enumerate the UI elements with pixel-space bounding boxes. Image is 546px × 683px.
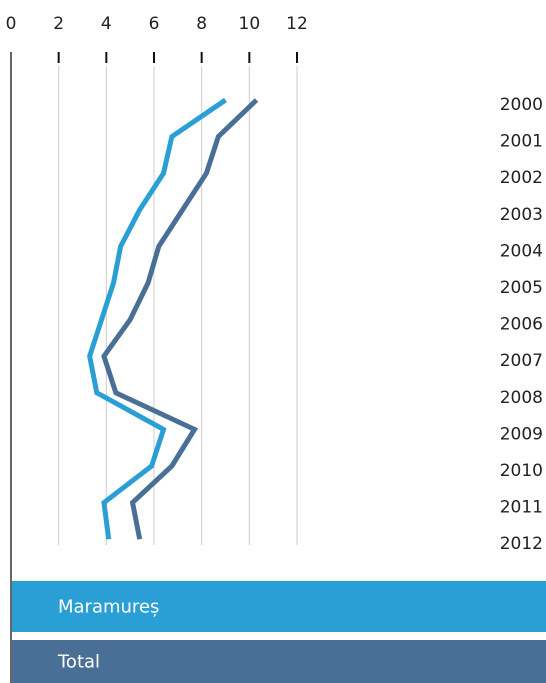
y-category-label: 2009 [500,424,543,444]
x-tick-label: 10 [239,14,261,34]
y-category-label: 2003 [500,205,543,225]
series-line [101,98,259,540]
y-category-label: 2011 [500,498,543,518]
y-category-label: 2007 [500,351,543,371]
y-category-label: 2000 [500,95,543,115]
legend-swatch [12,581,546,632]
y-category-label: 2008 [500,388,543,408]
x-tick-label: 8 [196,14,207,34]
x-tick-label: 0 [6,14,17,34]
series-line [87,97,227,540]
y-category-label: 2012 [500,534,543,554]
y-category-label: 2002 [500,168,543,188]
y-category-label: 2004 [500,241,543,261]
legend-label: Maramureș [58,597,159,618]
y-category-label: 2006 [500,315,543,335]
x-tick-label: 6 [149,14,160,34]
x-tick-label: 2 [53,14,64,34]
legend-swatch [12,640,546,683]
y-category-label: 2005 [500,278,543,298]
x-tick-label: 12 [286,14,308,34]
legend-label: Total [57,652,100,673]
y-category-label: 2001 [500,132,543,152]
y-category-label: 2010 [500,461,543,481]
x-tick-label: 4 [101,14,112,34]
